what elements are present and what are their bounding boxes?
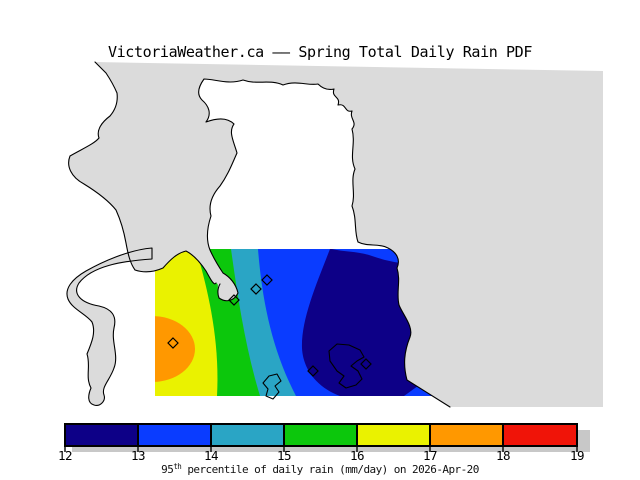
colorbar-seg-14-15 [211,424,284,446]
station-marker [228,294,240,306]
trial-island-outline [262,373,282,400]
figure-title: VictoriaWeather.ca —— Spring Total Daily… [108,43,532,61]
tick-label-18: 18 [496,448,510,463]
water-main [68,62,603,407]
contour-field [155,249,440,396]
colorbar-seg-18-19 [503,424,577,446]
tick-label-16: 16 [350,448,364,463]
water-bodies [66,61,603,408]
caption-rest: percentile of daily rain (mm/day) on 202… [181,463,479,476]
colorbar-ticks [64,446,578,452]
colorbar-seg-12-13 [65,424,138,446]
caption-superscript: th [173,462,181,471]
tick-label-19: 19 [570,448,584,463]
tick-label-14: 14 [204,448,218,463]
coastline [68,61,451,408]
colorbar-frame-and-dividers [64,423,578,447]
tick-label-15: 15 [277,448,291,463]
tick-label-12: 12 [58,448,72,463]
discovery-island-outline [328,343,365,389]
colorbar: 12 13 14 15 16 17 18 19 95th percentile … [58,423,590,476]
station-marker [167,337,179,349]
station-marker [250,283,262,295]
colorbar-caption: 95th percentile of daily rain (mm/day) o… [161,462,479,476]
colorbar-seg-16-17 [357,424,430,446]
tick-label-13: 13 [131,448,145,463]
station-marker [307,365,319,377]
water-finlayson-arm [66,247,153,406]
caption-base: 95 [161,463,173,476]
island-outlines [262,343,365,400]
station-markers [167,274,372,377]
contour-band-17-18 [155,316,195,382]
station-marker [261,274,273,286]
station-marker [360,358,372,370]
colorbar-tick-labels: 12 13 14 15 16 17 18 19 [58,448,585,463]
colorbar-seg-13-14 [138,424,211,446]
tick-label-17: 17 [423,448,437,463]
colorbar-seg-15-16 [284,424,357,446]
colorbar-seg-17-18 [430,424,503,446]
